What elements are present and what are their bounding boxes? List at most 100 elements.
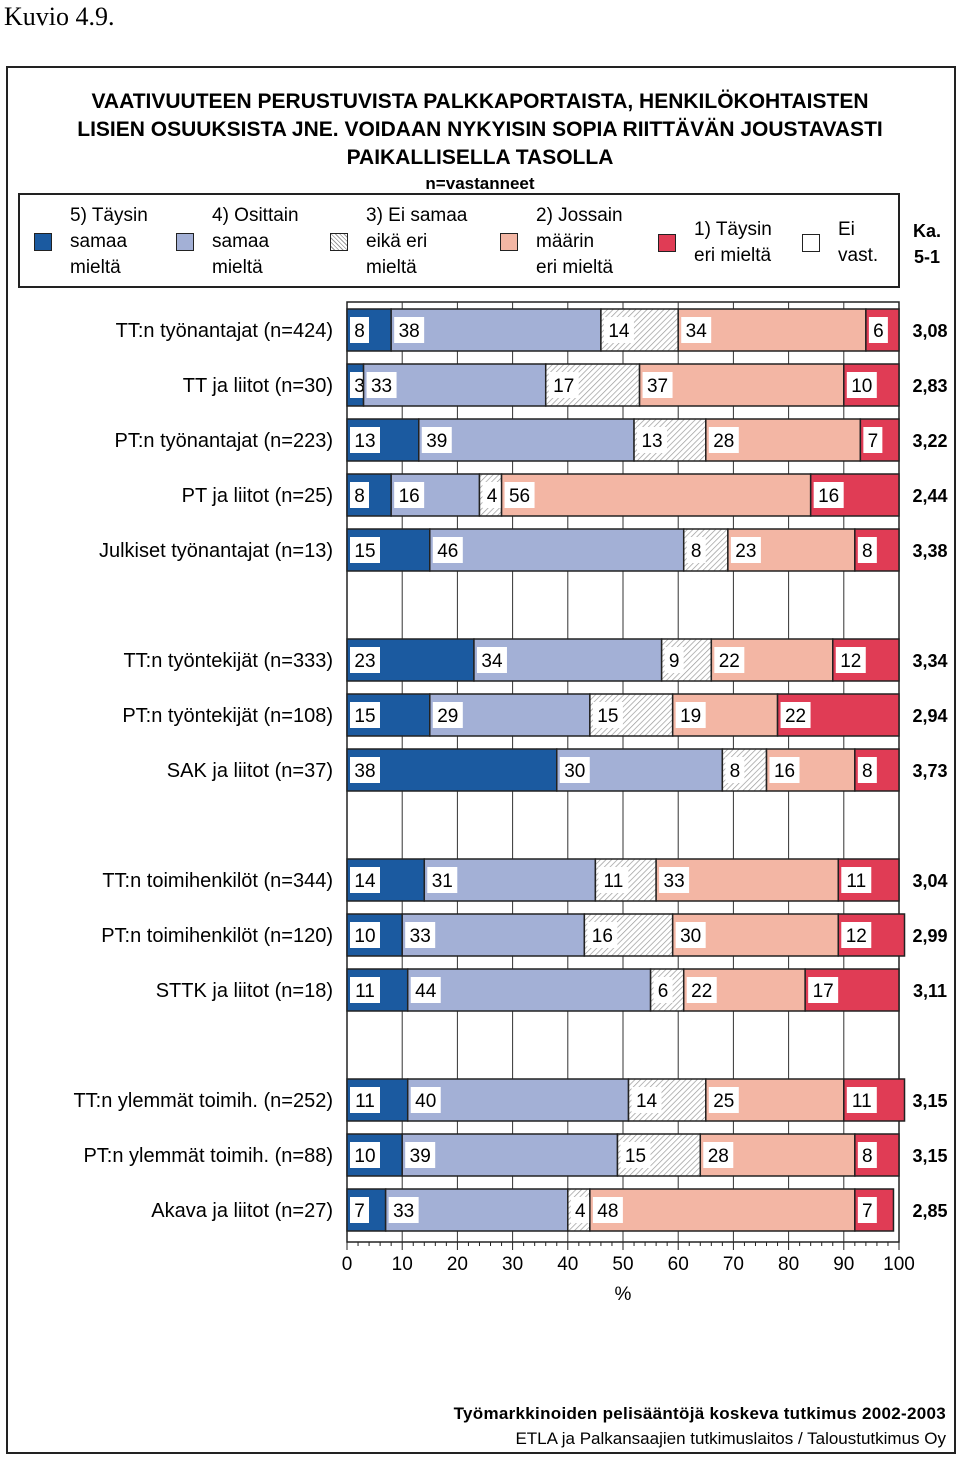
- value-label-r6-s3: 19: [680, 706, 701, 727]
- value-label-box-r3-s1: [394, 482, 425, 508]
- value-label-box-r6-s4: [780, 702, 811, 728]
- value-label-box-r0-s1: [394, 317, 425, 343]
- value-label-box-r12-s2: [620, 1142, 651, 1168]
- value-label-box-r12-s1: [405, 1142, 436, 1168]
- value-label-r0-s0: 8: [354, 321, 365, 342]
- legend-label-strongly-agree: 5) Täysin samaa mieltä: [70, 205, 148, 278]
- value-label-box-r7-s2: [725, 757, 745, 783]
- value-label-box-r10-s4: [808, 977, 839, 1003]
- value-label-box-r1-s2: [548, 372, 579, 398]
- average-value-0: 3,08: [912, 321, 947, 341]
- value-label-box-r7-s4: [857, 757, 877, 783]
- value-label-r10-s2: 6: [658, 981, 669, 1002]
- x-tick-label-70: 70: [723, 1254, 744, 1275]
- title-line-2: LISIEN OSUUKSISTA JNE. VOIDAAN NYKYISIN …: [77, 118, 883, 141]
- value-label-r10-s4: 17: [813, 981, 834, 1002]
- value-label-r4-s4: 8: [862, 541, 873, 562]
- value-label-r1-s1: 33: [371, 376, 392, 397]
- value-label-box-r3-s3: [504, 482, 535, 508]
- value-label-r3-s2: 4: [487, 486, 498, 507]
- legend-label-no-answer: Ei vast.: [838, 219, 879, 266]
- value-label-box-r3-s4: [813, 482, 844, 508]
- value-label-box-r2-s1: [421, 427, 452, 453]
- value-label-box-r8-s0: [350, 867, 380, 893]
- title-line-3: PAIKALLISELLA TASOLLA: [346, 146, 614, 169]
- bar-segment-r7-s0: [346, 748, 558, 792]
- legend-label-strongly-disagree: 1) Täysin eri mieltä: [694, 219, 772, 266]
- average-value-1: 2,83: [912, 376, 947, 396]
- average-value-13: 2,85: [912, 1201, 947, 1221]
- value-label-box-r4-s3: [730, 537, 761, 563]
- category-label-1: TT ja liitot (n=30): [183, 375, 333, 397]
- average-value-10: 3,11: [913, 981, 947, 1001]
- value-label-r11-s3: 25: [713, 1091, 734, 1112]
- category-label-8: TT:n toimihenkilöt (n=344): [102, 870, 333, 892]
- value-label-box-r7-s0: [350, 757, 380, 783]
- average-column-header: Ka. 5-1: [913, 221, 942, 267]
- value-label-box-r10-s1: [410, 977, 441, 1003]
- figure-caption: Kuvio 4.9.: [4, 2, 115, 31]
- value-label-box-r2-s0: [350, 427, 380, 453]
- value-label-box-r7-s3: [769, 757, 800, 783]
- value-label-r6-s4: 22: [785, 706, 806, 727]
- value-label-r4-s0: 15: [354, 541, 375, 562]
- value-label-r9-s1: 33: [410, 926, 431, 947]
- value-label-r10-s0: 11: [355, 981, 375, 1002]
- value-label-box-r5-s2: [664, 647, 684, 673]
- value-label-r7-s0: 38: [354, 761, 375, 782]
- x-tick-label-50: 50: [612, 1254, 633, 1275]
- value-label-r8-s3: 33: [664, 871, 685, 892]
- value-label-box-r6-s2: [592, 702, 623, 728]
- legend-item-somewhat-disagree: 2) Jossain määrin eri mieltä: [500, 203, 623, 281]
- x-axis: TT:n työnantajat (n=424) 3,08 TT ja liitot…: [73, 320, 947, 1305]
- category-label-6: PT:n työntekijät (n=108): [122, 705, 333, 727]
- x-tick-label-10: 10: [392, 1254, 413, 1275]
- value-label-box-r3-s2: [482, 482, 502, 508]
- value-label-r2-s3: 28: [713, 431, 734, 452]
- bar-segment-r1-s3: [638, 363, 845, 407]
- value-label-box-r0-s3: [681, 317, 712, 343]
- value-label-r12-s1: 39: [410, 1146, 431, 1167]
- value-label-box-r9-s1: [405, 922, 436, 948]
- value-label-box-r7-s1: [559, 757, 590, 783]
- value-label-r1-s3: 37: [647, 376, 668, 397]
- value-label-box-r2-s3: [708, 427, 739, 453]
- x-tick-label-20: 20: [447, 1254, 468, 1275]
- chart-subtitle: n=vastanneet: [425, 174, 535, 193]
- legend-item-somewhat-agree: 4) Osittain samaa mieltä: [176, 203, 299, 281]
- average-value-6: 2,94: [912, 706, 947, 726]
- average-value-4: 3,38: [912, 541, 947, 561]
- value-label-box-r1-s1: [366, 372, 397, 398]
- average-value-11: 3,15: [912, 1091, 947, 1111]
- category-label-7: SAK ja liitot (n=37): [167, 760, 333, 782]
- value-label-r13-s1: 33: [393, 1201, 414, 1222]
- value-label-r1-s2: 17: [553, 376, 574, 397]
- value-label-r7-s3: 16: [774, 761, 795, 782]
- legend-swatch-strongly-agree: [34, 233, 52, 251]
- value-label-r8-s2: 11: [604, 871, 624, 892]
- x-tick-label-60: 60: [668, 1254, 689, 1275]
- value-label-box-r11-s0: [350, 1087, 380, 1113]
- value-label-box-r13-s4: [857, 1197, 877, 1223]
- value-label-r12-s4: 8: [862, 1146, 873, 1167]
- value-label-r2-s1: 39: [426, 431, 447, 452]
- legend-item-no-answer: Ei vast.: [802, 217, 878, 269]
- value-label-r12-s3: 28: [708, 1146, 729, 1167]
- value-label-box-r4-s1: [432, 537, 463, 563]
- legend-swatch-strongly-disagree: [658, 234, 676, 252]
- value-label-box-r13-s3: [592, 1197, 623, 1223]
- value-label-box-r13-s2: [570, 1197, 590, 1223]
- x-tick-label-80: 80: [778, 1254, 799, 1275]
- legend-label-somewhat-agree: 4) Osittain samaa mieltä: [212, 205, 299, 278]
- value-label-r7-s4: 8: [862, 761, 873, 782]
- value-label-box-r4-s0: [350, 537, 380, 563]
- value-label-r1-s0: 3: [354, 376, 365, 397]
- legend-item-neutral: 3) Ei samaa eikä eri mieltä: [330, 203, 467, 281]
- legend-swatch-no-answer: [802, 234, 820, 252]
- bar-segment-r10-s1: [406, 968, 652, 1012]
- value-label-r0-s4: 6: [873, 321, 884, 342]
- value-label-r9-s4: 12: [846, 926, 867, 947]
- value-label-r5-s0: 23: [354, 651, 375, 672]
- category-label-13: Akava ja liitot (n=27): [151, 1200, 333, 1222]
- value-label-r5-s2: 9: [669, 651, 680, 672]
